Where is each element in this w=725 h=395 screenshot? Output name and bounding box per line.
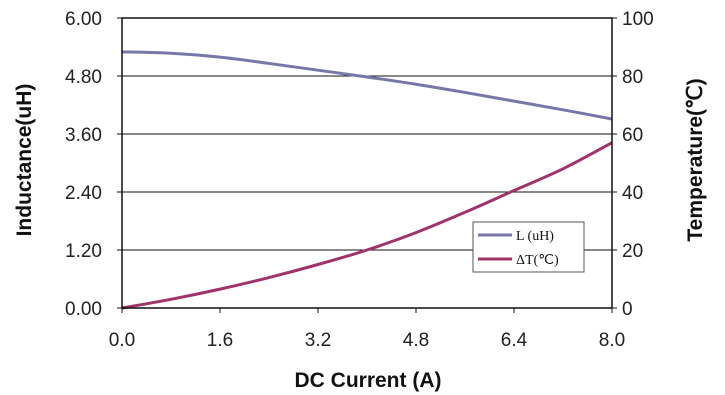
y-left-tick-label: 3.60 (65, 125, 102, 146)
y-right-axis-ticks: 0 20 40 60 80 100 (612, 9, 654, 320)
y-right-tick-label: 80 (622, 67, 643, 88)
x-tick-label: 6.4 (501, 330, 528, 351)
y-right-tick-label: 20 (622, 241, 643, 262)
y-left-tick-label: 4.80 (65, 67, 102, 88)
y-left-tick-label: 0.00 (65, 299, 102, 320)
temperature-series-line (121, 141, 613, 310)
x-tick-label: 0.0 (109, 330, 135, 351)
x-axis-ticks: 0.0 1.6 3.2 4.8 6.4 8.0 (109, 308, 625, 351)
inductance-series-line (121, 50, 613, 121)
y-right-tick-label: 60 (622, 125, 643, 146)
y-right-axis-title: Temperature(℃) (684, 78, 707, 241)
x-tick-label: 3.2 (305, 330, 331, 351)
y-right-tick-label: 40 (622, 183, 643, 204)
y-left-tick-label: 6.00 (65, 9, 102, 30)
x-axis-title: DC Current (A) (295, 369, 442, 392)
legend-label-inductance: L (uH) (516, 229, 554, 244)
x-tick-label: 8.0 (599, 330, 625, 351)
legend-box (472, 221, 585, 273)
y-right-tick-label: 0 (622, 299, 633, 320)
series-lines (121, 50, 613, 310)
y-left-axis-ticks: 0.00 1.20 2.40 3.60 4.80 6.00 (65, 9, 122, 320)
x-tick-label: 1.6 (207, 330, 233, 351)
y-left-axis-title: Inductance(uH) (13, 84, 36, 237)
plot-area-frame (121, 17, 613, 309)
legend-label-temperature: ΔT(℃) (516, 253, 559, 268)
legend: L (uH) ΔT(℃) (472, 221, 585, 273)
y-right-tick-label: 100 (622, 9, 654, 30)
y-left-tick-label: 1.20 (65, 241, 102, 262)
y-left-tick-label: 2.40 (65, 183, 102, 204)
x-tick-label: 4.8 (403, 330, 429, 351)
